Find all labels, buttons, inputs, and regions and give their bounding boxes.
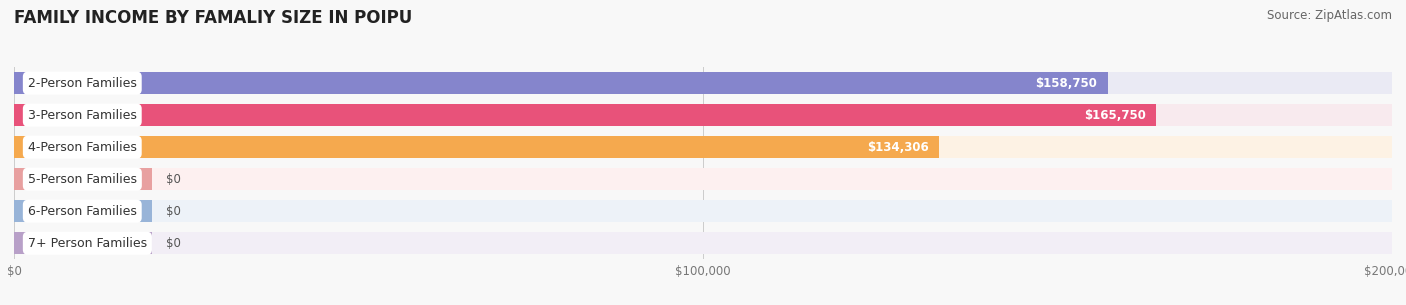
Text: 3-Person Families: 3-Person Families xyxy=(28,109,136,122)
Text: $0: $0 xyxy=(166,237,180,250)
Text: 7+ Person Families: 7+ Person Families xyxy=(28,237,148,250)
Text: 4-Person Families: 4-Person Families xyxy=(28,141,136,154)
Bar xyxy=(14,168,152,190)
Bar xyxy=(14,72,1108,94)
Bar xyxy=(14,168,1392,190)
Bar xyxy=(14,136,939,158)
Bar xyxy=(14,104,1392,126)
Text: 5-Person Families: 5-Person Families xyxy=(28,173,136,186)
Text: $0: $0 xyxy=(166,173,180,186)
Bar xyxy=(14,104,1156,126)
Bar xyxy=(14,232,1392,254)
Text: $0: $0 xyxy=(166,205,180,218)
Text: FAMILY INCOME BY FAMALIY SIZE IN POIPU: FAMILY INCOME BY FAMALIY SIZE IN POIPU xyxy=(14,9,412,27)
Text: $165,750: $165,750 xyxy=(1084,109,1146,122)
Text: 2-Person Families: 2-Person Families xyxy=(28,77,136,90)
Text: $134,306: $134,306 xyxy=(868,141,929,154)
Text: Source: ZipAtlas.com: Source: ZipAtlas.com xyxy=(1267,9,1392,22)
Bar xyxy=(14,136,1392,158)
Bar xyxy=(14,232,152,254)
Bar xyxy=(14,200,1392,222)
Text: 6-Person Families: 6-Person Families xyxy=(28,205,136,218)
Bar xyxy=(14,200,152,222)
Bar xyxy=(14,72,1392,94)
Text: $158,750: $158,750 xyxy=(1036,77,1098,90)
